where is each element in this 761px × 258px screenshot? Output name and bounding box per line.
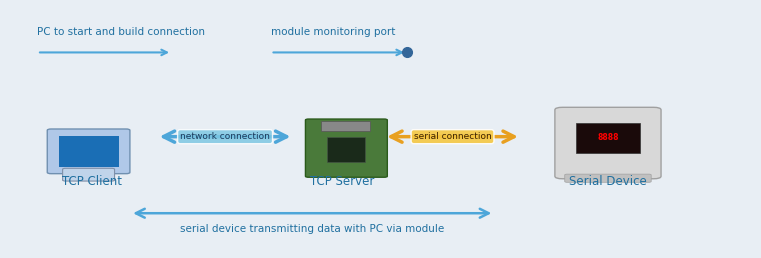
FancyBboxPatch shape bbox=[327, 137, 365, 162]
FancyBboxPatch shape bbox=[321, 121, 371, 131]
Text: network connection: network connection bbox=[180, 132, 270, 141]
FancyBboxPatch shape bbox=[555, 107, 661, 179]
Text: 8888: 8888 bbox=[597, 133, 619, 142]
Text: Serial Device: Serial Device bbox=[569, 175, 647, 188]
Text: serial device transmitting data with PC via module: serial device transmitting data with PC … bbox=[180, 224, 444, 234]
FancyBboxPatch shape bbox=[47, 129, 130, 174]
Text: serial connection: serial connection bbox=[414, 132, 492, 141]
Text: TCP Server: TCP Server bbox=[310, 175, 374, 188]
Text: TCP Client: TCP Client bbox=[62, 175, 123, 188]
Text: module monitoring port: module monitoring port bbox=[271, 27, 395, 37]
FancyBboxPatch shape bbox=[565, 174, 651, 182]
FancyBboxPatch shape bbox=[305, 119, 387, 177]
FancyBboxPatch shape bbox=[576, 123, 640, 153]
Text: PC to start and build connection: PC to start and build connection bbox=[37, 27, 205, 37]
FancyBboxPatch shape bbox=[62, 168, 115, 181]
FancyBboxPatch shape bbox=[59, 136, 119, 167]
